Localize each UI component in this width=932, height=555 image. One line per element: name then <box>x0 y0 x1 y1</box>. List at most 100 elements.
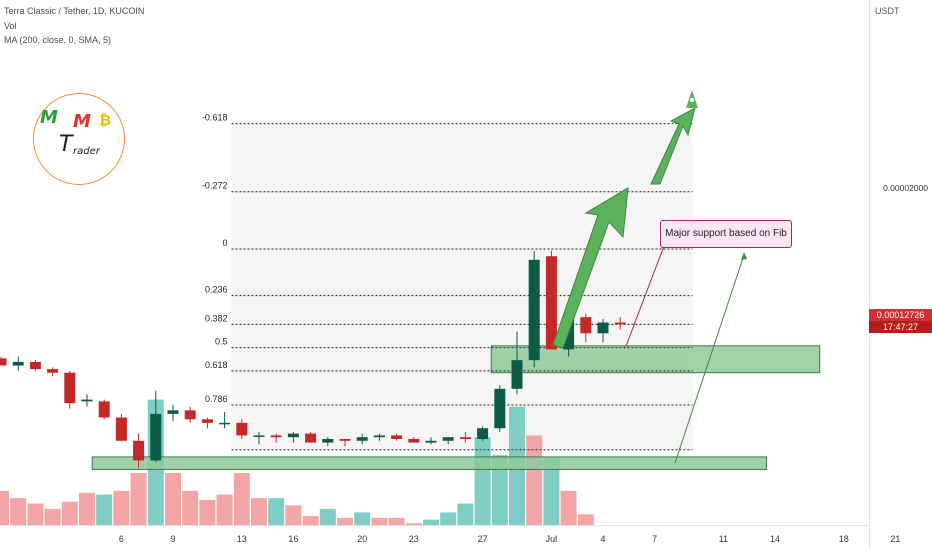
date-tick-label: 9 <box>170 534 175 544</box>
date-tick-label: 21 <box>890 534 900 544</box>
volume-bar <box>268 498 285 526</box>
volume-bar <box>113 490 130 526</box>
candle-body <box>29 361 41 370</box>
candle-body <box>425 440 437 443</box>
support-trend-arrowhead <box>741 252 747 260</box>
volume-indicator-label[interactable]: Vol <box>4 21 17 31</box>
moving-average-label[interactable]: MA (200, close, 0, SMA, 5) <box>4 35 112 45</box>
fib-support-annotation[interactable]: Major support based on Fib <box>660 220 792 248</box>
candle-body <box>167 410 179 414</box>
logo-bitcoin-icon: ₿ <box>99 111 112 129</box>
date-tick-label: 18 <box>839 534 849 544</box>
fib-level-label: -0.272 <box>202 181 228 191</box>
volume-bar <box>61 501 78 526</box>
candle-body <box>133 440 145 461</box>
logo-m-red: M <box>73 111 91 132</box>
date-tick-label: 20 <box>357 534 367 544</box>
volume-bar <box>423 519 439 526</box>
date-tick-label: 14 <box>770 534 780 544</box>
date-tick-label: 11 <box>719 534 728 544</box>
volume-bar <box>577 514 594 526</box>
candle-body <box>373 435 385 438</box>
candle-body <box>219 422 231 425</box>
candle-body <box>356 437 368 441</box>
candle-body <box>12 361 24 366</box>
date-tick-label: 4 <box>600 534 605 544</box>
current-price-label: 0.00012726 <box>869 309 932 321</box>
volume-bar <box>199 499 216 526</box>
volume-bar <box>79 492 95 526</box>
candle-body <box>580 317 592 334</box>
candle-body <box>150 413 162 461</box>
volume-bar <box>440 512 457 526</box>
fib-level-label: -0.618 <box>202 113 228 123</box>
rocket-window-icon <box>690 98 694 102</box>
fib-level-label: 0 <box>222 238 227 248</box>
volume-bar <box>526 435 543 526</box>
logo-m-green: M <box>40 107 58 128</box>
volume-bar <box>474 437 491 526</box>
annotation-pointer-line <box>625 245 665 347</box>
candle-body <box>494 388 506 429</box>
date-tick-label: 7 <box>652 534 657 544</box>
candle-body <box>253 435 265 437</box>
support-zone <box>490 345 821 374</box>
fib-level-label: 0.236 <box>205 285 228 295</box>
volume-bar <box>216 494 233 526</box>
fib-retracement-area <box>231 123 693 450</box>
candle-body <box>511 360 523 389</box>
candle-body <box>201 419 213 423</box>
logo-rader: rader <box>73 146 100 157</box>
fib-levels-layer: -0.618 -0.272 0 0.236 0.382 0.5 0.618 0.786 <box>202 113 693 451</box>
fib-level-label: 0.618 <box>205 360 228 370</box>
volume-bar <box>165 473 181 526</box>
candle-body <box>115 417 127 441</box>
candle-body <box>47 369 59 373</box>
trader-logo: M M ₿ T rader <box>33 93 125 185</box>
volume-bar <box>319 508 336 526</box>
candle-body <box>339 438 351 441</box>
volume-bar <box>182 490 199 526</box>
candle-body <box>287 433 299 438</box>
date-tick-label: 27 <box>478 534 488 544</box>
volume-bar <box>27 503 44 526</box>
candle-body <box>528 259 540 361</box>
volume-bar <box>130 473 147 526</box>
volume-bar <box>285 505 302 526</box>
date-tick-label: 13 <box>237 534 247 544</box>
candle-body <box>391 435 403 439</box>
volume-bar <box>560 490 577 526</box>
candle-body <box>0 358 7 366</box>
date-tick-label: 16 <box>288 534 298 544</box>
symbol-title[interactable]: Terra Classic / Tether, 1D, KUCOIN <box>4 6 145 16</box>
date-tick-label: Jul <box>546 534 558 544</box>
candle-body <box>184 410 196 420</box>
volume-bar <box>44 508 61 526</box>
drawings-layer <box>552 90 747 464</box>
projection-arrow-2 <box>650 107 696 185</box>
support-zone <box>91 456 767 470</box>
candle-body <box>236 422 248 436</box>
candle-body <box>597 322 609 334</box>
price-tick-label: 0.00002000 <box>883 183 928 193</box>
volume-bar <box>388 517 405 526</box>
support-trend-arrow-line <box>674 254 745 464</box>
candle-body <box>64 372 76 404</box>
candle-body <box>477 428 489 439</box>
fib-level-label: 0.382 <box>205 313 228 323</box>
fib-level-label: 0.5 <box>215 337 228 347</box>
volume-bar <box>96 494 113 526</box>
candle-countdown-label: 17:47:27 <box>869 321 932 333</box>
volume-bar <box>233 473 250 526</box>
price-axis-currency: USDT <box>875 6 900 16</box>
volume-bar <box>0 490 9 526</box>
logo-t: T <box>59 132 73 157</box>
candle-body <box>459 437 471 439</box>
volume-bar <box>457 503 474 526</box>
volume-bar <box>337 517 353 526</box>
candle-body <box>408 438 420 443</box>
volume-bar <box>10 498 27 526</box>
